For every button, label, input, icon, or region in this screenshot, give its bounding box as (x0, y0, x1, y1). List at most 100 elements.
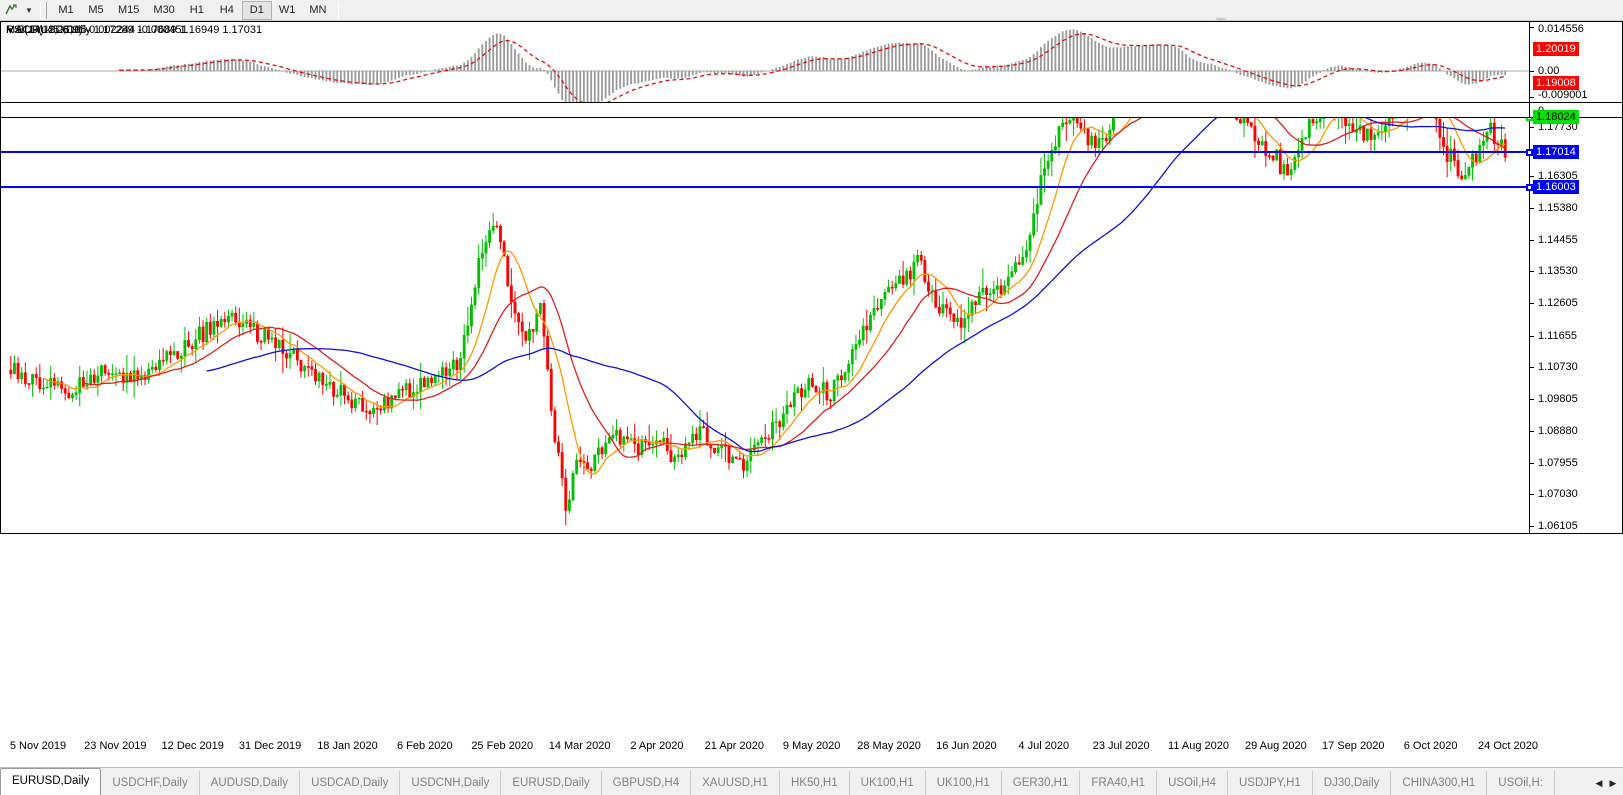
timeframe-button-group: M1 M5 M15 M30 H1 H4 D1 W1 MN (51, 0, 333, 20)
price-axis-label: 1.09805 (1538, 393, 1578, 406)
date-axis-label: 9 May 2020 (782, 740, 841, 752)
date-axis[interactable]: 5 Nov 2019 23 Nov 2019 12 Dec 2019 31 Dec 2… (0, 737, 1623, 757)
chevron-left-icon[interactable]: ◀ (1595, 777, 1603, 788)
timeframe-button-d1[interactable]: D1 (241, 0, 272, 20)
price-axis-label: 1.12605 (1538, 297, 1578, 310)
date-axis-label: 28 May 2020 (857, 740, 921, 752)
macd-scale-divider (1529, 22, 1530, 102)
timeframe-button-mn[interactable]: MN (309, 4, 327, 16)
date-axis-label: 24 Oct 2020 (1478, 740, 1538, 752)
timeframe-button-m30[interactable]: M30 (153, 4, 175, 16)
price-axis-label: 1.07030 (1538, 488, 1578, 501)
chart-tab-bar: EURUSD,Daily USDCHF,Daily AUDUSD,Daily USDC… (0, 767, 1623, 795)
date-axis-label: 23 Jul 2020 (1092, 740, 1150, 752)
price-level-line[interactable] (1, 148, 1533, 156)
price-axis-tick (1530, 494, 1534, 496)
price-level-tag[interactable]: 1.16003 (1533, 179, 1579, 194)
date-axis-label: 25 Feb 2020 (471, 740, 534, 752)
price-level-line[interactable] (1, 183, 1533, 191)
macd-axis-tick (1530, 71, 1534, 72)
chart-tab-audusd-daily[interactable]: AUDUSD,Daily (200, 771, 301, 795)
price-axis-tick (1530, 462, 1534, 464)
price-axis-tick (1530, 430, 1534, 432)
price-axis-label: 1.14455 (1538, 233, 1578, 246)
date-axis-label: 5 Nov 2019 (9, 740, 67, 752)
chart-tab-xauusd-h1[interactable]: XAUUSD,H1 (691, 771, 780, 795)
crosshair-cursor-icon[interactable] (0, 1, 22, 20)
toolbar-grip[interactable] (40, 1, 47, 19)
chart-tab-dj30-daily[interactable]: DJ30,Daily (1313, 771, 1392, 795)
price-axis-tick (1530, 207, 1534, 209)
date-axis-label: 6 Feb 2020 (397, 740, 453, 752)
price-axis-tick (1530, 303, 1534, 305)
chart-tab-usoil-h4[interactable]: USOil,H4 (1157, 771, 1228, 795)
timeframe-button-m15[interactable]: M15 (118, 4, 140, 16)
timeframe-button-h4[interactable]: H4 (219, 4, 234, 16)
price-axis-tick (1530, 127, 1534, 129)
price-axis-tick (1530, 367, 1534, 369)
chevron-down-icon[interactable]: ▼ (25, 5, 33, 15)
chart-tab-usdcad-daily[interactable]: USDCAD,Daily (300, 771, 401, 795)
chart-tab-usoil-h-[interactable]: USOil,H: (1487, 771, 1556, 795)
chart-tab-gbpusd-h4[interactable]: GBPUSD,H4 (602, 771, 692, 795)
price-pane-title: ▼ EURUSD,Daily 1.17289 1.17689 1.16949 1.… (6, 24, 262, 36)
date-axis-label: 16 Jun 2020 (936, 740, 997, 752)
price-axis-label: 1.16305 (1538, 170, 1578, 183)
macd-pane[interactable]: 0.014556 0.00 -0.009001 MACD(12,26,9) -0.0… (0, 21, 1623, 103)
macd-axis-label: 0.014556 (1538, 23, 1584, 35)
price-level-handle[interactable] (1526, 183, 1533, 191)
chart-tab-ger30-h1[interactable]: GER30,H1 (1002, 771, 1081, 795)
price-axis-tick (1530, 271, 1534, 273)
date-axis-label: 14 Mar 2020 (548, 740, 611, 752)
timeframe-button-w1[interactable]: W1 (278, 4, 296, 16)
tab-nav-arrows: ◀ ▶ (1592, 771, 1623, 795)
date-axis-label: 21 Apr 2020 (704, 740, 764, 752)
price-level-tag[interactable]: 1.18024 (1533, 110, 1579, 125)
chart-tab-hk50-h1[interactable]: HK50,H1 (780, 771, 850, 795)
chart-window: 1.200191.190081.181551.180241.177301.170… (0, 21, 1623, 737)
price-level-tag[interactable]: 1.17014 (1533, 144, 1579, 159)
macd-axis-tick (1530, 27, 1534, 28)
price-level-tag[interactable]: 1.20019 (1533, 41, 1579, 56)
date-axis-label: 29 Aug 2020 (1244, 740, 1307, 752)
rsi-pane-title: RSI(14) 45.6105 (6, 24, 87, 36)
price-axis-tick (1530, 525, 1534, 527)
price-scale-divider (1529, 22, 1530, 533)
chevron-right-icon[interactable]: ▶ (1609, 777, 1617, 788)
timeframe-button-h1[interactable]: H1 (189, 4, 204, 16)
chart-tab-eurusd-daily[interactable]: EURUSD,Daily (501, 771, 602, 795)
chart-tab-china300-h1[interactable]: CHINA300,H1 (1391, 771, 1488, 795)
price-level-handle[interactable] (1526, 148, 1533, 156)
price-axis-tick (1530, 399, 1534, 401)
macd-axis-label: -0.009001 (1538, 89, 1588, 101)
price-axis-label: 1.15380 (1538, 201, 1578, 214)
date-axis-label: 12 Dec 2019 (161, 740, 224, 752)
date-axis-label: 2 Apr 2020 (630, 740, 684, 752)
toolbar-separator (338, 1, 340, 19)
price-axis-label: 1.06105 (1538, 519, 1578, 532)
date-axis-label: 4 Jul 2020 (1018, 740, 1070, 752)
date-axis-label: 23 Nov 2019 (84, 740, 147, 752)
chart-tab-usdcnh-daily[interactable]: USDCNH,Daily (400, 771, 502, 795)
price-candles (9, 35, 1507, 526)
date-axis-label: 11 Aug 2020 (1168, 740, 1229, 752)
price-axis-label: 1.17730 (1538, 121, 1578, 134)
chart-tab-uk100-h1[interactable]: UK100,H1 (850, 771, 926, 795)
chart-tab-uk100-h1[interactable]: UK100,H1 (926, 771, 1002, 795)
chart-tab-fra40-h1[interactable]: FRA40,H1 (1080, 771, 1158, 795)
macd-axis-label: 0.00 (1538, 65, 1560, 77)
timeframe-button-m5[interactable]: M5 (88, 4, 104, 16)
main-toolbar: ▼ M1 M5 M15 M30 H1 H4 D1 W1 MN (0, 0, 1623, 21)
date-axis-label: 6 Oct 2020 (1403, 740, 1458, 752)
timeframe-button-m1[interactable]: M1 (58, 4, 74, 16)
chart-tab-eurusd-daily[interactable]: EURUSD,Daily (0, 768, 102, 795)
triangle-down-icon[interactable]: ▼ (6, 26, 14, 35)
price-axis-label: 1.13530 (1538, 265, 1578, 278)
price-axis-tick (1530, 335, 1534, 337)
chart-tab-usdjpy-h1[interactable]: USDJPY,H1 (1228, 771, 1313, 795)
date-axis-label: 18 Jan 2020 (317, 740, 378, 752)
price-axis-tick (1530, 239, 1534, 241)
price-level-tag[interactable]: 1.19008 (1533, 76, 1579, 91)
macd-histogram (1, 29, 1529, 102)
chart-tab-usdchf-daily[interactable]: USDCHF,Daily (101, 771, 200, 795)
